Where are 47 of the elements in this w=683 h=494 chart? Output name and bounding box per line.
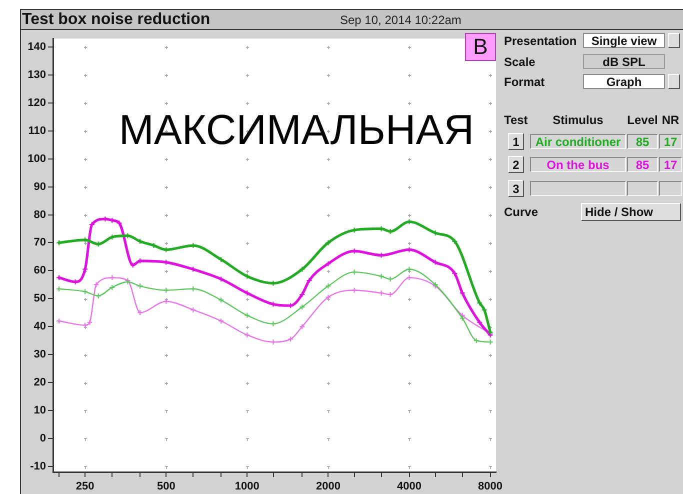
text-field: Single view bbox=[583, 33, 665, 48]
text-field: Graph bbox=[583, 74, 665, 89]
x-tick-label: 2000 bbox=[316, 480, 340, 493]
x-tick-label: 4000 bbox=[397, 480, 422, 493]
text: 85 bbox=[636, 134, 650, 148]
text: Air conditioner bbox=[535, 134, 621, 148]
text: 85 bbox=[636, 158, 650, 172]
y-tick-label: 70 bbox=[34, 236, 46, 249]
y-tick-label: 100 bbox=[28, 152, 46, 165]
text: 3 bbox=[512, 182, 520, 196]
text: NR bbox=[662, 113, 680, 127]
text: Test bbox=[504, 113, 528, 127]
y-tick-label: 130 bbox=[28, 68, 46, 81]
chart-title: Test box noise reduction bbox=[22, 11, 210, 28]
x-tick-label: 1000 bbox=[234, 480, 260, 493]
y-tick-label: 60 bbox=[34, 264, 46, 277]
x-tick-label: 8000 bbox=[478, 480, 503, 493]
y-tick-label: 20 bbox=[34, 376, 46, 389]
text: Scale bbox=[504, 55, 536, 69]
text: 17 bbox=[664, 134, 678, 148]
text-field: dB SPL bbox=[583, 54, 665, 69]
y-tick-label: 120 bbox=[28, 96, 46, 109]
y-tick-label: 0 bbox=[40, 432, 46, 444]
y-tick-label: 50 bbox=[34, 292, 46, 305]
text: Curve bbox=[504, 205, 538, 219]
annotation: B bbox=[473, 34, 488, 59]
text: 17 bbox=[664, 158, 678, 172]
text: Format bbox=[504, 75, 545, 89]
y-tick-label: -10 bbox=[30, 460, 46, 472]
y-tick-label: 10 bbox=[34, 404, 46, 417]
y-tick-label: 110 bbox=[28, 124, 46, 137]
text: On the bus bbox=[546, 158, 610, 172]
x-tick-label: 500 bbox=[156, 480, 176, 493]
y-tick-label: 30 bbox=[34, 348, 46, 361]
text: Hide / Show bbox=[585, 205, 654, 219]
y-tick-label: 140 bbox=[28, 41, 46, 54]
chart-subtitle: Sep 10, 2014 10:22am bbox=[340, 13, 462, 27]
text: 2 bbox=[512, 158, 520, 172]
text: 1 bbox=[512, 134, 520, 148]
y-tick-label: 40 bbox=[34, 320, 46, 333]
y-tick-label: 80 bbox=[34, 208, 46, 221]
text: Presentation bbox=[504, 34, 577, 48]
text: Stimulus bbox=[552, 113, 604, 127]
annotation: МАКСИМАЛЬНАЯ bbox=[118, 106, 474, 153]
text: Level bbox=[627, 113, 658, 127]
y-tick-label: 90 bbox=[34, 180, 46, 193]
x-tick-label: 250 bbox=[76, 480, 94, 493]
